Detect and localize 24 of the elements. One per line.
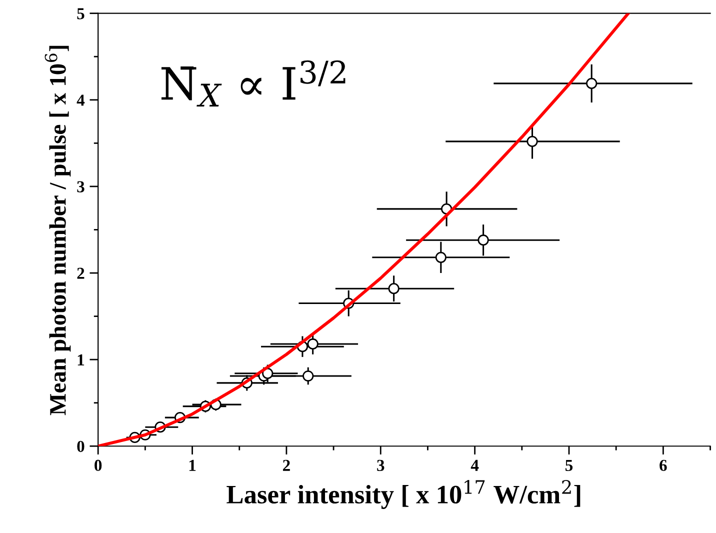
x-tick-label: 1: [189, 460, 196, 471]
point: [388, 283, 400, 294]
y-tick-label: 1: [78, 354, 84, 366]
x-tick-label: 5: [566, 460, 573, 472]
annotation: N̄$_{X}$ ∝ I$^{3/2}$: [161, 60, 346, 106]
y-tick-label: 5: [77, 8, 84, 20]
y-tick-label: 4: [76, 94, 85, 106]
point: [302, 370, 314, 382]
x-tick-label: 0: [94, 460, 102, 472]
x-tick-label: 2: [282, 460, 290, 471]
x-tick-label: 4: [470, 460, 479, 471]
y-tick-label: 2: [77, 268, 84, 279]
point: [586, 78, 598, 89]
x-tick-label: 6: [660, 460, 667, 472]
point: [307, 338, 318, 350]
point: [262, 368, 274, 379]
y-tick-label: 3: [77, 181, 84, 192]
y-axis-title: Mean photon number / pulse [ x 10$^{6}$]: [44, 46, 71, 416]
x-axis-title: Laser intensity [ x 10$^{17}$ W/cm$^{2}$]: [226, 480, 580, 509]
point: [435, 252, 446, 263]
point: [526, 136, 538, 147]
point: [478, 234, 489, 246]
y-tick-label: 0: [77, 440, 84, 452]
x-tick-label: 3: [377, 460, 384, 472]
